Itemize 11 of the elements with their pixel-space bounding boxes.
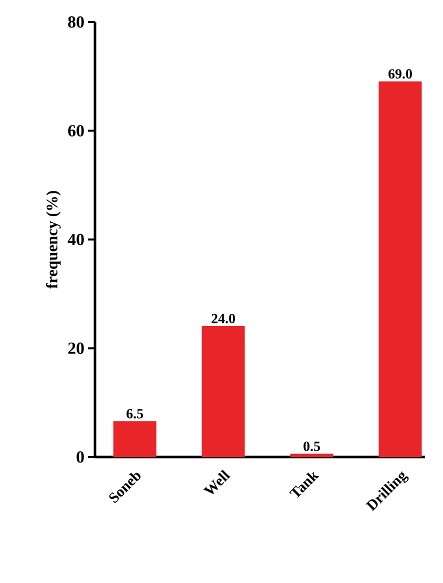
- data-label: 6.5: [126, 409, 144, 418]
- y-tick-label: 80: [68, 16, 84, 28]
- x-tick-label: Well: [203, 470, 230, 494]
- y-tick-label: 60: [68, 125, 84, 136]
- y-tick-label: 0: [76, 451, 84, 463]
- data-label: 24.0: [212, 314, 235, 324]
- data-label: 0.5: [304, 442, 320, 452]
- data-label: 69.0: [388, 69, 412, 79]
- y-tick-label: 20: [68, 342, 84, 354]
- y-tick-label: 40: [68, 234, 84, 246]
- y-axis-title: frequency (%): [46, 191, 61, 289]
